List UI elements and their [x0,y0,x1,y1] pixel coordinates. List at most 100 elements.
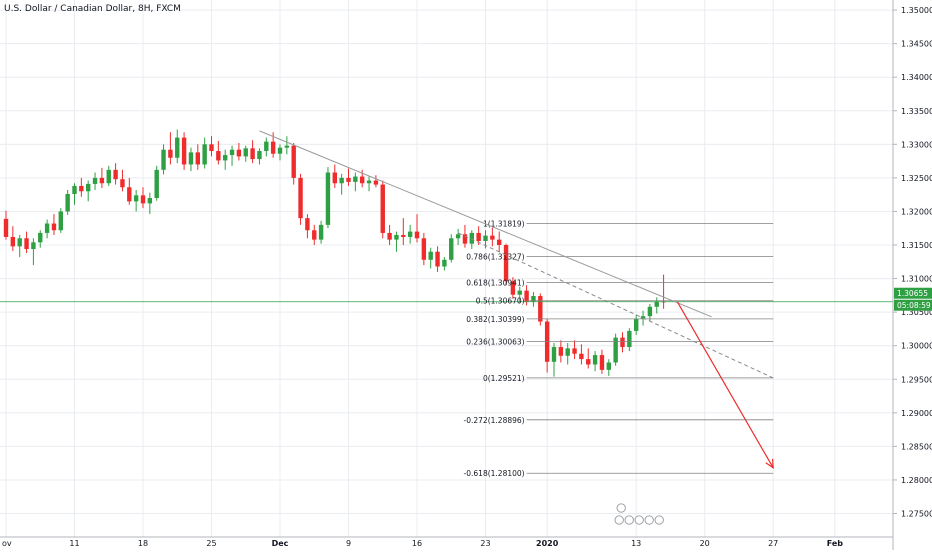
candle-body [154,169,159,199]
candle-body [538,296,543,322]
fib-level-label: 0.236(1.30063) [466,337,524,346]
candle-body [202,144,207,165]
x-tick-label: Feb [827,539,844,548]
candle-body [524,290,529,302]
candle-body [401,234,406,237]
candle-body [270,141,276,154]
event-marker-icon [624,515,634,525]
candle-body [558,347,564,356]
candle-body [31,242,36,250]
x-tick-label: 23 [480,539,490,548]
candle-body [572,348,577,354]
y-tick-label: 1.34500 [901,40,932,49]
fib-level-label: -0.618(1.28100) [464,469,525,478]
candle-body [483,235,488,241]
candle-body [229,149,235,156]
candle-body [339,177,344,184]
candle-body [65,193,70,212]
candle-body [647,306,653,317]
candle-body [346,177,351,182]
candle-body [373,180,379,185]
drawings-layer: 1(1.31819) 0.786(1.31327) 0.618(1.30941) 0.… [0,130,893,478]
candle-body [599,355,605,370]
candle-body [298,177,303,219]
candle-body [3,218,9,237]
candle-body [442,259,447,267]
candle-body [99,177,105,184]
candle-body [195,152,200,165]
candle-body [51,223,57,231]
grid-layer [0,0,893,537]
x-tick-label: 27 [768,539,778,548]
candle-body [175,137,180,158]
projection-arrow-head [765,458,774,470]
candle-body [58,211,63,231]
candle-body [17,238,22,247]
countdown-label: 05:08:59 [897,301,931,310]
candle-body [634,318,639,331]
candle-body [428,251,433,260]
fib-level-label: 0.786(1.31327) [466,253,524,262]
candle-body [284,145,290,148]
x-tick-label: 2020 [536,539,559,548]
candle-body [133,195,139,202]
trendline [259,130,712,318]
candle-body [586,359,591,365]
candle-body [120,179,125,188]
candle-body [168,149,173,158]
candle-body [476,232,481,241]
candle-body [510,281,516,295]
candle-body [503,245,509,282]
candle-body [92,177,98,184]
candle-body [435,251,440,267]
candle-body [223,155,228,161]
x-tick-label: 9 [346,539,351,548]
candle-body [257,151,262,160]
x-tick-label: 25 [206,539,216,548]
candle-body [113,169,118,180]
fib-level-label: 1(1.31819) [483,220,525,229]
candle-body [72,185,77,194]
x-tick-label: 20 [700,539,710,548]
candle-body [613,337,618,363]
event-marker-icon [616,503,626,513]
y-tick-label: 1.30000 [901,342,932,351]
y-tick-label: 1.33500 [901,107,932,116]
candle-body [517,290,522,295]
fib-level-label: -0.272(1.28896) [464,416,525,425]
chart-title: U.S. Dollar / Canadian Dollar, 8H, FXCM [4,4,181,14]
candle-body [277,147,283,154]
x-tick-label: Dec [272,539,289,548]
candle-body [551,347,557,362]
candle-body [106,169,111,184]
y-tick-label: 1.29000 [901,409,932,418]
candle-body [414,231,420,239]
candle-body [565,348,570,356]
y-tick-label: 1.34000 [901,73,932,82]
candle-body [10,236,16,247]
candle-body [421,238,427,260]
current-price-badge [894,287,932,299]
candle-body [366,180,372,184]
fib-level-label: 0.382(1.30399) [466,315,524,324]
candle-body [181,137,187,165]
y-tick-label: 1.28000 [901,476,932,485]
candle-body [79,185,84,192]
x-tick-label: 11 [69,539,79,548]
y-tick-label: 1.29500 [901,375,932,384]
y-tick-label: 1.31000 [901,275,932,284]
candle-body [387,232,392,240]
x-tick-label: ov [2,539,12,548]
candle-body [209,144,214,152]
y-tick-label: 1.30500 [901,308,932,317]
x-tick-label: 13 [631,539,641,548]
candle-body [250,148,255,160]
candle-body [38,232,43,243]
candle-body [291,145,296,178]
candle-body [86,183,91,192]
candle-body [140,195,146,204]
y-tick-label: 1.28500 [901,442,932,451]
y-tick-label: 1.27500 [901,510,932,519]
